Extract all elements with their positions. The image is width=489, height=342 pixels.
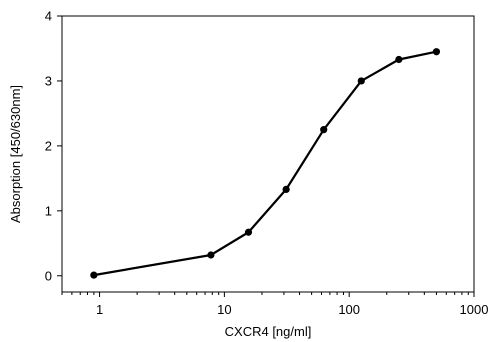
series-line [93,50,437,277]
x-axis: 1 10 100 1000 [61,292,489,317]
x-tick-label: 1000 [460,302,489,317]
data-point [395,55,403,64]
x-axis-title: CXCR4 [ng/ml] [225,324,312,339]
data-point [320,126,328,134]
data-point [207,251,215,259]
plot-frame [61,15,475,293]
x-tick-label: 100 [338,302,360,317]
y-tick-label: 3 [45,73,52,88]
data-point [244,228,253,236]
x-tick-label: 10 [217,302,231,317]
x-tick-label: 1 [96,302,103,317]
y-axis: 0 1 2 3 4 [45,9,62,283]
plot-area [61,15,475,293]
data-point [357,77,365,85]
data-point [282,185,290,193]
y-axis-title: Absorption [450/630nm] [8,85,23,223]
y-tick-label: 4 [45,9,52,24]
y-tick-label: 2 [45,138,52,153]
data-point [90,271,98,279]
y-tick-label: 0 [45,268,52,283]
data-point [432,48,441,56]
series-layer [90,48,441,279]
y-tick-label: 1 [45,203,52,218]
